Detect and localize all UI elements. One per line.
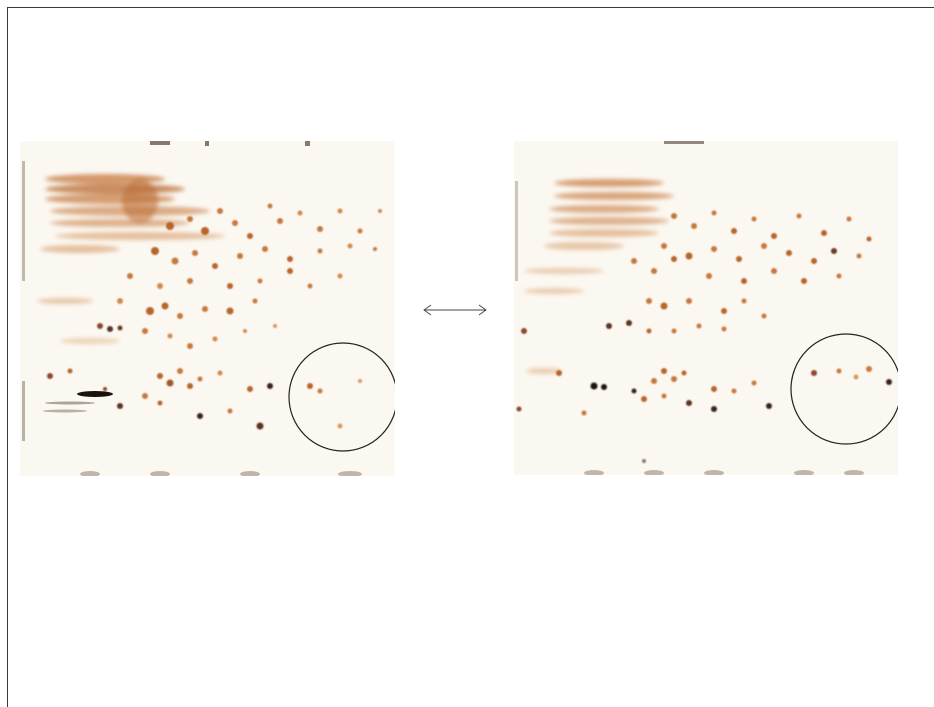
- gel-right-spots: [516, 210, 892, 463]
- circle-outline-icon: [288, 342, 395, 452]
- gel-left-svg: [20, 141, 395, 476]
- gel-left-bottom-marks: [80, 471, 362, 476]
- gel-left-edge-lower: [22, 381, 25, 441]
- gel-right-svg: [514, 141, 898, 475]
- gel-right-top-marks: [664, 141, 704, 144]
- gel-right-bottom-marks: [584, 470, 864, 475]
- gel-right-background: [514, 141, 898, 475]
- gel-right-streaks: [524, 179, 674, 374]
- gel-left-edge: [22, 161, 25, 281]
- gel-left-dark-band: [77, 391, 113, 397]
- gel-left-top-marks: [150, 141, 310, 146]
- gel-left-streaks: [37, 174, 225, 344]
- figure-frame: [7, 7, 934, 707]
- gel-image-left: [20, 141, 395, 476]
- gel-left-spots: [47, 203, 382, 430]
- gel-image-right: [514, 141, 898, 475]
- double-arrow-icon: [423, 304, 487, 316]
- circle-outline-icon: [790, 333, 898, 445]
